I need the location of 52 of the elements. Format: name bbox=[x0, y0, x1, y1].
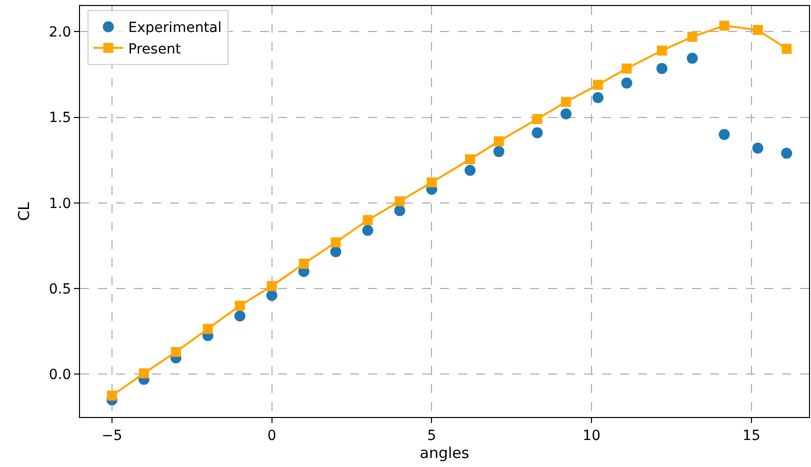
point bbox=[298, 258, 309, 269]
point bbox=[719, 20, 730, 31]
point bbox=[656, 46, 667, 56]
x-tick-label: 15 bbox=[742, 428, 760, 444]
point bbox=[494, 136, 504, 146]
point bbox=[532, 127, 543, 138]
y-axis-title: CL bbox=[15, 201, 34, 221]
point bbox=[656, 63, 668, 74]
point bbox=[781, 148, 792, 159]
point bbox=[426, 177, 437, 188]
legend-label: Experimental bbox=[128, 20, 222, 36]
point bbox=[266, 290, 278, 301]
x-tick-label: −5 bbox=[102, 428, 122, 444]
y-tick-label: 0.5 bbox=[48, 281, 72, 298]
point bbox=[394, 205, 406, 216]
x-axis-title: angles bbox=[420, 444, 470, 462]
legend-label: Present bbox=[128, 41, 182, 58]
point bbox=[687, 32, 698, 42]
x-tick-label: 10 bbox=[582, 428, 600, 444]
point bbox=[752, 24, 763, 35]
point bbox=[266, 280, 277, 291]
point bbox=[330, 246, 342, 258]
point bbox=[465, 154, 476, 164]
point bbox=[330, 237, 341, 248]
point bbox=[560, 108, 572, 120]
point bbox=[718, 128, 730, 140]
y-tick-label: 2.0 bbox=[48, 24, 72, 41]
x-tick-label: 5 bbox=[427, 428, 436, 444]
point bbox=[621, 78, 632, 89]
point bbox=[686, 52, 698, 64]
point bbox=[622, 64, 632, 74]
point bbox=[234, 310, 246, 322]
point bbox=[592, 92, 604, 104]
point bbox=[752, 142, 764, 154]
x-tick-label: 0 bbox=[267, 428, 276, 444]
y-tick-label: 1.0 bbox=[48, 196, 72, 212]
point bbox=[782, 44, 792, 54]
point bbox=[493, 146, 504, 158]
y-tick-label: 0.0 bbox=[48, 367, 72, 384]
y-tick-label: 1.5 bbox=[48, 110, 72, 126]
point bbox=[362, 215, 373, 226]
point bbox=[106, 390, 117, 401]
point bbox=[138, 368, 149, 378]
point bbox=[170, 346, 181, 357]
point bbox=[561, 96, 571, 107]
point bbox=[532, 114, 542, 124]
point bbox=[234, 300, 245, 311]
point bbox=[394, 196, 405, 206]
point bbox=[202, 324, 213, 334]
point bbox=[464, 164, 476, 176]
point bbox=[362, 224, 374, 236]
point bbox=[592, 80, 603, 90]
